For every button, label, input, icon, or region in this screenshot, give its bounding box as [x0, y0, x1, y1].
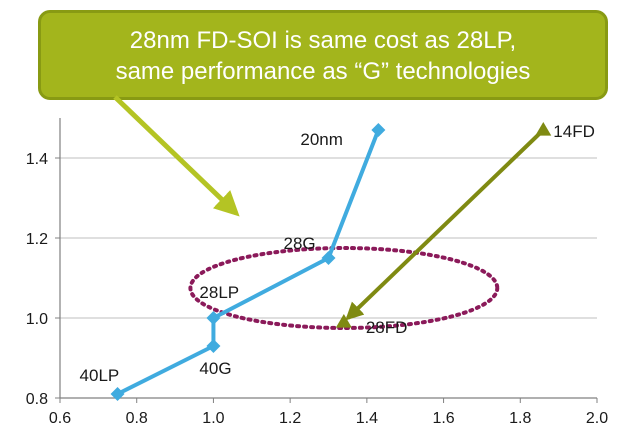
- callout-box: 28nm FD-SOI is same cost as 28LP, same p…: [38, 10, 608, 100]
- callout-line-1: 28nm FD-SOI is same cost as 28LP,: [129, 27, 517, 54]
- bulk-series-line: [116, 129, 381, 396]
- point-label: 28LP: [199, 283, 239, 302]
- x-tick-label: 0.8: [126, 410, 148, 427]
- point-label: 40G: [199, 359, 231, 378]
- y-tick-label: 1.4: [26, 151, 48, 168]
- bulk-point-marker: [371, 123, 386, 137]
- bulk-point-marker: [206, 339, 221, 353]
- x-tick-label: 1.0: [202, 410, 224, 427]
- callout-arrow: [113, 95, 240, 217]
- y-tick-label: 1.0: [26, 311, 48, 328]
- fdsoi-series-arrow: [345, 128, 545, 321]
- x-tick-label: 1.4: [356, 410, 378, 427]
- x-tick-label: 2.0: [586, 410, 608, 427]
- x-tick-label: 1.6: [432, 410, 454, 427]
- point-label: 20nm: [300, 130, 343, 149]
- highlight-ellipse: [188, 246, 500, 330]
- point-label: 14FD: [553, 122, 595, 141]
- x-tick-label: 0.6: [49, 410, 71, 427]
- bulk-point-marker: [321, 251, 336, 265]
- y-tick-label: 1.2: [26, 231, 48, 248]
- point-label: 28FD: [366, 318, 408, 337]
- fdsoi-point-marker: [335, 314, 352, 328]
- bulk-point-marker: [206, 311, 221, 325]
- point-label: 28G: [284, 234, 316, 253]
- x-tick-label: 1.2: [279, 410, 301, 427]
- bulk-point-marker: [110, 387, 125, 401]
- point-label: 40LP: [80, 366, 120, 385]
- callout-line-2: same performance as “G” technologies: [115, 58, 531, 85]
- x-tick-label: 1.8: [509, 410, 531, 427]
- y-tick-label: 0.8: [26, 391, 48, 408]
- fdsoi-point-marker: [535, 122, 552, 136]
